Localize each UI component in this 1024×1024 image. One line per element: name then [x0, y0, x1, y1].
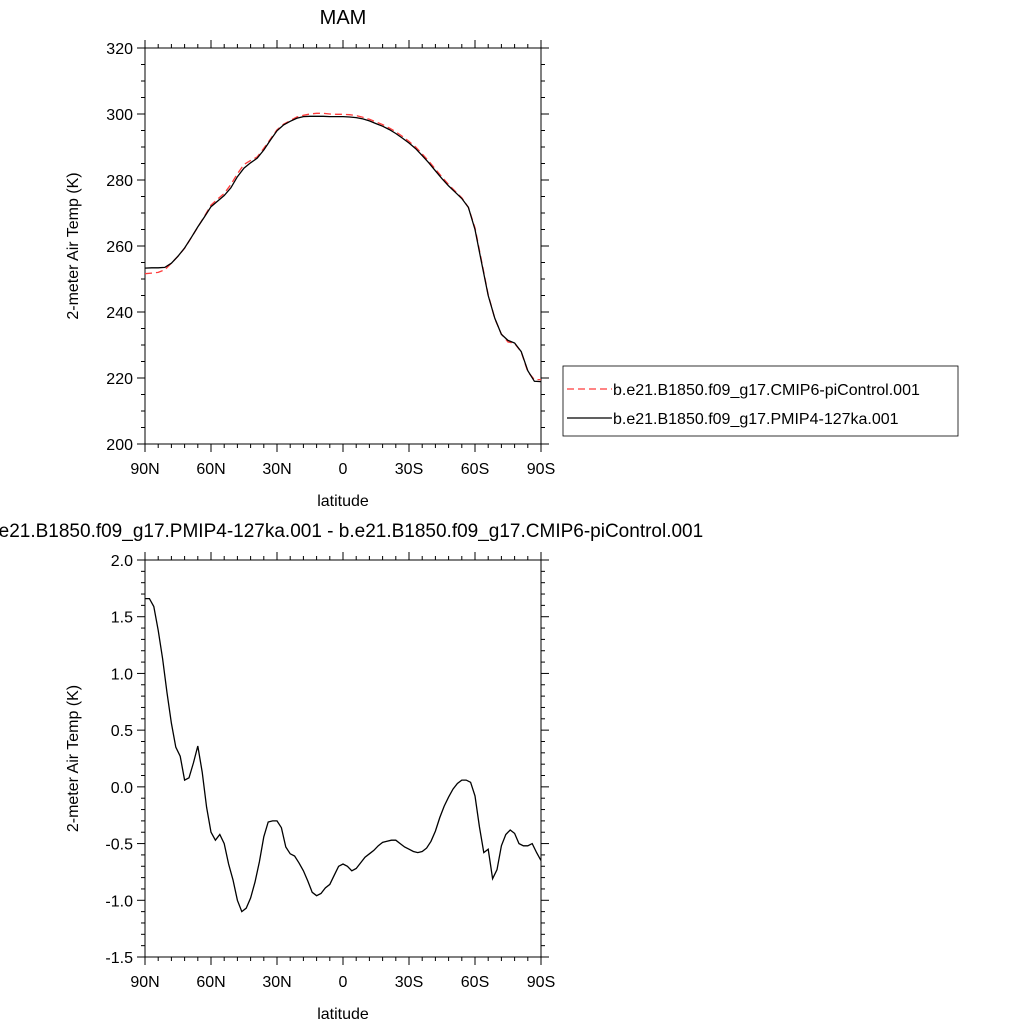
y-tick-label: 260 [106, 239, 133, 256]
chart-title: MAM [320, 7, 367, 29]
legend-box [562, 365, 959, 437]
x-tick-label: 30N [262, 974, 291, 991]
y-tick-label: 1.0 [111, 666, 133, 683]
y-tick-label: 280 [106, 173, 133, 190]
y-tick-label: 2.0 [111, 553, 133, 570]
x-tick-label: 60S [461, 461, 489, 478]
x-tick-label: 90S [527, 974, 555, 991]
plot-frame [144, 559, 542, 958]
y-tick-label: 300 [106, 107, 133, 124]
y-axis-label: 2-meter Air Temp (K) [65, 172, 82, 319]
x-axis-label: latitude [317, 493, 369, 510]
x-tick-label: 90N [130, 974, 159, 991]
series-line-1 [145, 597, 541, 913]
legend-label: b.e21.B1850.f09_g17.PMIP4-127ka.001 [613, 411, 899, 428]
x-axis-label: latitude [317, 1006, 369, 1023]
chart-title: b.e21.B1850.f09_g17.PMIP4-127ka.001 - b.… [0, 521, 703, 542]
y-tick-label: 220 [106, 371, 133, 388]
x-tick-label: 90N [130, 461, 159, 478]
x-tick-label: 90S [527, 461, 555, 478]
x-tick-label: 60N [196, 461, 225, 478]
y-tick-label: -0.5 [105, 837, 133, 854]
y-tick-label: 0.5 [111, 723, 133, 740]
y-tick-label: -1.5 [105, 950, 133, 967]
x-tick-label: 30N [262, 461, 291, 478]
y-tick-label: 0.0 [111, 780, 133, 797]
x-tick-label: 60S [461, 974, 489, 991]
x-tick-label: 0 [339, 461, 348, 478]
series-line-1 [145, 112, 541, 381]
y-tick-label: -1.0 [105, 893, 133, 910]
legend-label: b.e21.B1850.f09_g17.CMIP6-piControl.001 [613, 382, 920, 399]
x-tick-label: 60N [196, 974, 225, 991]
plot-frame [144, 47, 542, 445]
y-tick-label: 320 [106, 41, 133, 58]
x-tick-label: 0 [339, 974, 348, 991]
series-line-2 [145, 115, 541, 383]
x-tick-label: 30S [395, 974, 423, 991]
chart-1: MAM 90N 60N 30N 0 30S 60S 90S 200 220 240 260 280 300… [65, 7, 959, 510]
y-tick-label: 200 [106, 437, 133, 454]
y-axis-label: 2-meter Air Temp (K) [65, 685, 82, 832]
y-tick-label: 1.5 [111, 610, 133, 627]
y-tick-label: 240 [106, 305, 133, 322]
chart-2: b.e21.B1850.f09_g17.PMIP4-127ka.001 - b.… [0, 521, 703, 1023]
x-tick-label: 30S [395, 461, 423, 478]
